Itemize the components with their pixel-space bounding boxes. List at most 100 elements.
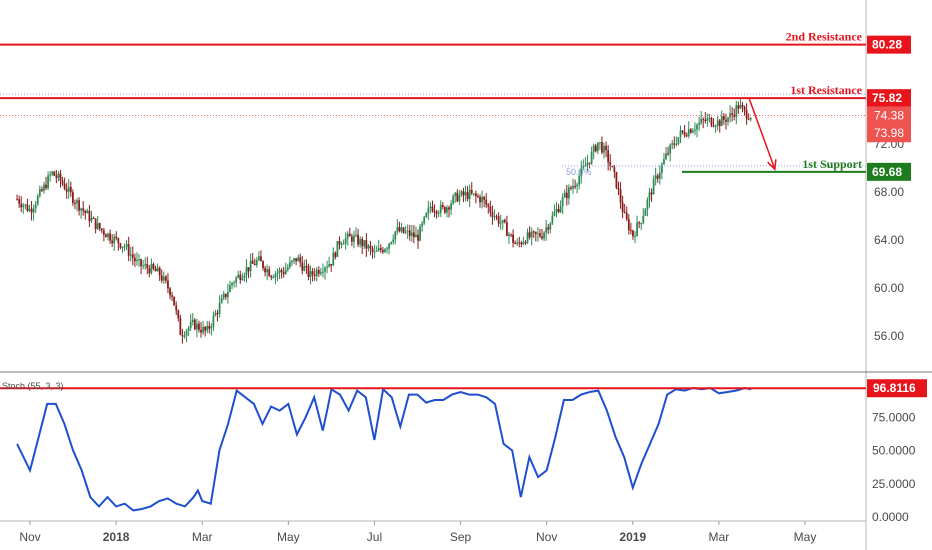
candle-body [679,130,682,138]
candle-body [357,234,359,245]
candle-body [338,241,341,245]
oscillator-tick-label: 0.0000 [872,510,909,524]
candle-body [150,263,153,274]
candle-body [745,109,748,119]
candle-body [195,323,198,330]
candle-body [148,268,151,274]
candle-body [450,203,452,210]
candle-body [45,184,47,189]
candle-body [427,207,430,214]
stochastic-indicator-label[interactable]: Stoch (55, 3, 3) [2,381,64,391]
candle-body [324,267,326,272]
candle-body [239,274,242,281]
candle-body [545,227,548,233]
candle-body [346,233,349,239]
candle-body [613,167,616,172]
candle-body [683,132,686,136]
candle-body [82,208,85,211]
candle-body [398,227,401,232]
price-badges: 74.38 73.98 96.8116 [0,106,927,398]
candle-body [286,267,289,270]
candle-body [384,249,386,252]
candle-body [255,260,258,266]
candle-body [425,213,428,217]
candle-body [102,230,105,235]
candle-body [412,232,415,238]
candle-body [274,273,277,278]
candle-body [200,329,202,333]
candle-body [390,241,393,244]
candle-body [437,212,440,214]
candle-body [187,327,190,331]
candle-body [388,243,390,249]
candle-body [22,205,25,208]
candle-body [706,118,709,121]
candle-body [348,233,351,237]
candle-body [510,234,512,236]
level-value-label: 80.28 [872,38,902,52]
candle-body [472,193,475,195]
candle-body [638,222,641,224]
candle-body [501,219,504,223]
candle-body [353,235,355,242]
candle-body [214,312,217,316]
candle-body [121,246,124,248]
candle-body [452,195,455,204]
candle-body [160,275,163,281]
candle-body [105,234,107,238]
candle-body [658,172,661,179]
candle-body [532,231,535,233]
candle-body [299,257,302,263]
candle-body [435,211,438,214]
candle-body [567,187,570,199]
horizontal-levels: 2nd Resistance 80.28 1st Resistance 75.82 1s… [0,30,911,181]
candle-body [251,260,254,264]
candle-body [47,175,49,189]
candle-body [162,276,165,281]
candle-body [57,173,60,178]
candle-body [446,207,448,213]
candle-body [749,118,752,120]
candle-body [691,130,694,133]
candle-body [617,187,620,190]
level-value-label: 75.82 [872,91,902,105]
candle-body [410,232,413,236]
candle-body [735,105,738,117]
candle-body [307,266,310,278]
candle-body [406,230,409,232]
candle-body [454,192,457,196]
candle-body [63,183,66,190]
candle-body [747,118,750,120]
candle-body [371,248,374,252]
candle-body [547,227,550,230]
candle-body [365,240,368,249]
candle-body [485,199,488,205]
candle-body [489,206,492,213]
candle-body [710,117,713,126]
candle-body [26,204,29,211]
candle-body [297,257,300,262]
candle-body [508,234,510,237]
candle-body [276,272,279,274]
price-tick-label: 64.00 [874,233,904,247]
candle-body [522,241,525,245]
candle-body [144,264,147,266]
candle-body [270,276,273,278]
candle-body [36,195,39,205]
candle-body [332,252,335,266]
candle-body [673,143,676,145]
candle-body [541,236,543,239]
candle-body [241,278,244,281]
candle-body [702,119,705,121]
candle-body [652,179,655,195]
candle-body [249,260,252,272]
candle-body [235,277,238,283]
candle-body [131,254,134,258]
candle-body [379,248,382,250]
candle-body [694,129,696,131]
candle-body [109,233,111,241]
candlestick-series [16,97,752,344]
candle-body [210,326,213,329]
candle-body [625,212,628,220]
